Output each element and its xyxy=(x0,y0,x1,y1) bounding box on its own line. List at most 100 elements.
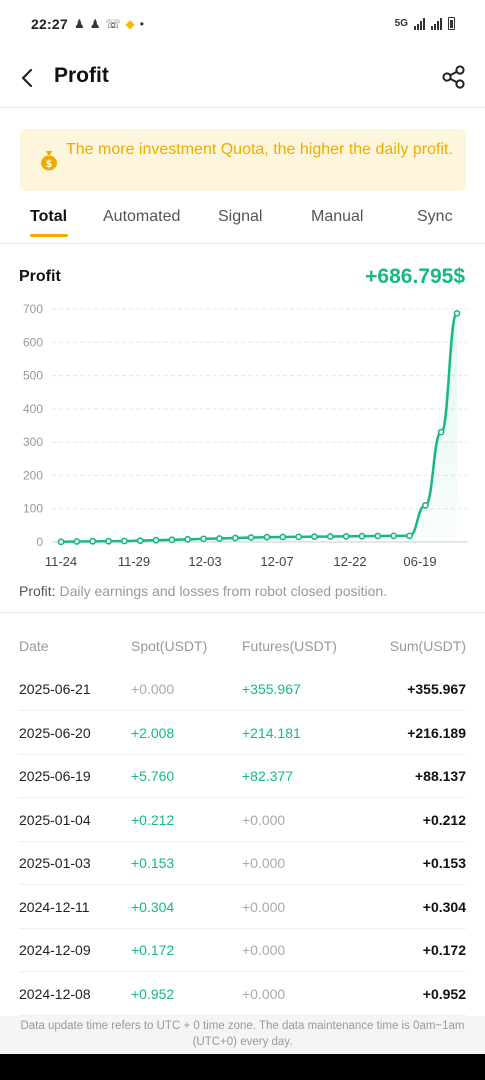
spot-cell: +5.760 xyxy=(131,768,175,784)
futures-cell: +0.000 xyxy=(242,811,286,828)
date-cell: 2025-01-03 xyxy=(19,855,91,871)
footer-text: Data update time refers to UTC + 0 time … xyxy=(20,1020,465,1048)
sum-cell: +0.212 xyxy=(422,811,466,828)
spot-cell: +0.304 xyxy=(131,898,175,915)
data-point xyxy=(136,537,144,545)
column-header-sum: Sum(USDT) xyxy=(389,638,466,654)
futures-cell: +0.000 xyxy=(242,985,286,1002)
spot-cell: +0.000 xyxy=(131,681,175,697)
column-header-futures: Futures(USDT) xyxy=(242,638,337,654)
data-point xyxy=(374,532,382,540)
data-point xyxy=(295,533,302,541)
x-tick-label: 11-24 xyxy=(45,554,77,569)
data-point xyxy=(421,501,429,509)
table-row: 2025-06-21 +0.000 +355.967 +355.967 xyxy=(0,668,485,711)
x-tick-label: 11-29 xyxy=(118,554,150,569)
tab-signal[interactable]: Signal xyxy=(218,208,263,225)
notification-icons: ♟ ♟ ☏ ◆ • xyxy=(74,17,144,31)
data-point xyxy=(390,532,398,540)
chart-note: Profit: Daily earnings and losses from r… xyxy=(19,583,387,599)
row-divider xyxy=(19,753,466,755)
profit-chart-svg: 0 100 200 300 400 500 600 700 11-24 11-29 12-03 12-… xyxy=(23,302,468,569)
data-point xyxy=(105,537,112,545)
share-icon[interactable] xyxy=(441,64,467,90)
date-cell: 2024-12-08 xyxy=(19,985,91,1002)
divider xyxy=(0,612,485,622)
money-bag-icon: $ xyxy=(41,151,57,171)
futures-cell: +0.000 xyxy=(242,942,286,958)
column-header-spot: Spot(USDT) xyxy=(131,638,208,654)
profit-total: +686.795$ xyxy=(365,265,465,288)
row-divider xyxy=(19,797,466,798)
back-arrow-icon[interactable] xyxy=(18,66,38,90)
network-type: 5G xyxy=(394,18,408,29)
sum-cell: +355.967 xyxy=(407,681,466,697)
binance-icon: ◆ xyxy=(125,17,135,31)
svg-text:$: $ xyxy=(46,159,53,170)
x-tick-label: 12-07 xyxy=(260,554,293,569)
data-point xyxy=(152,536,160,544)
futures-cell: +82.377 xyxy=(242,768,293,784)
battery-icon xyxy=(448,17,455,30)
row-divider xyxy=(19,884,466,885)
data-point xyxy=(57,538,65,546)
tab-sync[interactable]: Sync xyxy=(417,208,453,225)
data-point xyxy=(200,535,207,543)
profit-label: Profit xyxy=(19,268,61,285)
person-icon: ♟ xyxy=(74,17,85,31)
row-divider xyxy=(19,971,466,972)
tab-bar: Total Automated Signal Manual Sync xyxy=(0,198,485,244)
row-divider xyxy=(19,1014,466,1016)
futures-cell: +214.181 xyxy=(242,724,301,741)
y-tick-label: 600 xyxy=(23,335,43,349)
tab-manual[interactable]: Manual xyxy=(311,208,364,225)
info-banner: $ The more investment Quota, the higher … xyxy=(20,129,466,191)
row-divider xyxy=(19,840,466,842)
data-point xyxy=(73,538,81,545)
sum-cell: +0.172 xyxy=(422,942,466,958)
date-cell: 2025-06-21 xyxy=(19,681,91,697)
spot-cell: +0.153 xyxy=(131,855,175,871)
row-divider xyxy=(19,710,466,711)
dot-icon: • xyxy=(139,17,144,31)
y-tick-label: 400 xyxy=(23,402,43,416)
date-cell: 2025-01-04 xyxy=(19,811,91,828)
data-point xyxy=(311,533,318,541)
spot-cell: +0.212 xyxy=(131,811,175,828)
page-title: Profit xyxy=(54,64,109,87)
series-area xyxy=(61,313,457,542)
data-point xyxy=(279,533,287,541)
sum-cell: +0.952 xyxy=(422,985,466,1002)
data-point xyxy=(263,533,271,541)
table-row: 2025-01-03 +0.153 +0.000 +0.153 xyxy=(0,842,485,885)
y-tick-label: 0 xyxy=(36,535,43,549)
sum-cell: +0.153 xyxy=(422,855,466,871)
profit-chart: 0 100 200 300 400 500 600 700 11-24 11-29 12-03 12-… xyxy=(0,295,485,575)
y-tick-label: 700 xyxy=(23,302,43,316)
whatsapp-icon: ☏ xyxy=(105,17,121,31)
x-tick-label: 12-22 xyxy=(333,554,366,569)
futures-cell: +355.967 xyxy=(242,681,301,697)
date-cell: 2024-12-11 xyxy=(19,898,90,915)
date-cell: 2024-12-09 xyxy=(19,942,91,958)
tab-automated[interactable]: Automated xyxy=(103,208,181,225)
sum-cell: +216.189 xyxy=(407,724,466,741)
data-point xyxy=(184,535,192,543)
data-point xyxy=(89,537,97,545)
status-bar: 22:27 ♟ ♟ ☏ ◆ • 5G xyxy=(0,0,485,50)
signal-icon xyxy=(431,17,442,30)
tab-total[interactable]: Total xyxy=(30,208,68,225)
date-cell: 2025-06-19 xyxy=(19,768,91,784)
table-row: 2024-12-08 +0.952 +0.000 +0.952 xyxy=(0,973,485,1016)
data-point xyxy=(231,534,239,542)
spot-cell: +0.172 xyxy=(131,942,175,958)
sum-cell: +0.304 xyxy=(422,898,466,915)
data-point xyxy=(247,534,255,541)
data-point xyxy=(358,532,366,540)
chart-note-text: Daily earnings and losses from robot clo… xyxy=(55,583,388,599)
x-tick-label: 12-03 xyxy=(188,554,221,569)
data-point xyxy=(453,309,461,317)
table-row: 2025-06-20 +2.008 +214.181 +216.189 xyxy=(0,712,485,755)
y-tick-label: 100 xyxy=(23,502,43,516)
y-tick-label: 200 xyxy=(23,468,43,482)
